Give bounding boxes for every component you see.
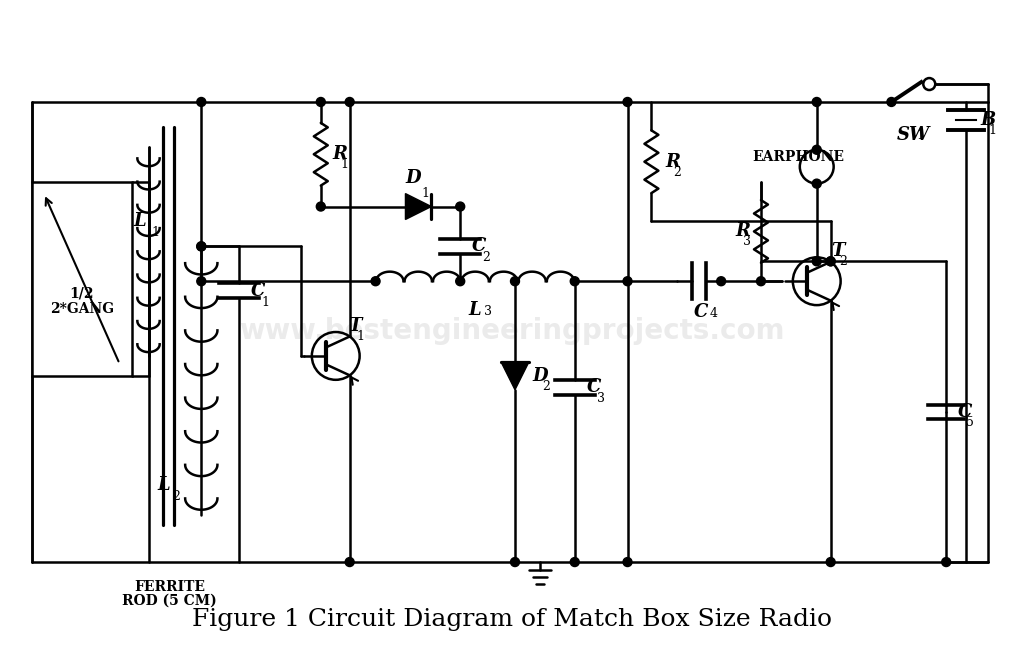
Circle shape [942, 558, 950, 566]
Circle shape [316, 97, 326, 107]
Circle shape [197, 242, 206, 251]
Text: 1: 1 [988, 124, 996, 137]
Circle shape [826, 257, 836, 266]
Polygon shape [501, 362, 529, 390]
Text: EARPHONE: EARPHONE [752, 150, 844, 164]
Text: D: D [532, 367, 549, 385]
Text: T: T [348, 317, 361, 335]
Circle shape [623, 558, 632, 566]
Circle shape [197, 242, 206, 251]
Text: C: C [251, 282, 265, 300]
Text: 2: 2 [674, 166, 681, 178]
Circle shape [511, 276, 519, 286]
Text: L: L [134, 213, 146, 230]
Circle shape [826, 558, 836, 566]
Circle shape [197, 97, 206, 107]
Text: ROD (5 CM): ROD (5 CM) [122, 594, 217, 608]
Bar [32, 182, 131, 376]
Text: 2: 2 [172, 491, 180, 503]
Text: 3: 3 [484, 305, 493, 318]
Text: 3: 3 [597, 392, 604, 405]
Circle shape [812, 257, 821, 266]
Text: 2: 2 [840, 256, 848, 268]
Text: SW: SW [896, 126, 930, 144]
Text: www.bestengineeringprojects.com: www.bestengineeringprojects.com [240, 317, 784, 345]
Circle shape [717, 276, 726, 286]
Text: 1/2
2*GANG: 1/2 2*GANG [50, 286, 114, 316]
Text: C: C [958, 403, 973, 421]
Text: T: T [830, 242, 844, 260]
Text: 1: 1 [356, 330, 365, 343]
Polygon shape [406, 194, 431, 219]
Text: B: B [980, 111, 995, 129]
Circle shape [623, 97, 632, 107]
Circle shape [570, 558, 580, 566]
Circle shape [345, 558, 354, 566]
Text: R: R [735, 222, 750, 240]
Circle shape [371, 276, 380, 286]
Text: 1: 1 [261, 296, 269, 309]
Text: 2: 2 [482, 252, 490, 264]
Text: 4: 4 [710, 307, 717, 320]
Text: 1: 1 [152, 226, 160, 240]
Circle shape [197, 276, 206, 286]
Text: D: D [406, 168, 421, 187]
Text: C: C [472, 238, 486, 256]
Circle shape [812, 146, 821, 154]
Text: R: R [333, 145, 348, 163]
Circle shape [812, 97, 821, 107]
Text: 1: 1 [341, 158, 349, 171]
Text: 5: 5 [966, 415, 974, 429]
Text: 1: 1 [422, 187, 429, 199]
Circle shape [316, 202, 326, 211]
Text: FERRITE: FERRITE [134, 580, 205, 594]
Circle shape [511, 558, 519, 566]
Circle shape [623, 276, 632, 286]
Text: 2: 2 [542, 380, 550, 393]
Text: C: C [587, 378, 601, 396]
Circle shape [570, 276, 580, 286]
Text: Figure 1 Circuit Diagram of Match Box Size Radio: Figure 1 Circuit Diagram of Match Box Si… [193, 609, 831, 631]
Circle shape [826, 257, 836, 266]
Circle shape [757, 276, 766, 286]
Text: L: L [157, 476, 170, 495]
Text: R: R [666, 153, 680, 170]
Circle shape [456, 276, 465, 286]
Circle shape [812, 179, 821, 188]
Text: L: L [469, 301, 481, 319]
Circle shape [456, 202, 465, 211]
Text: 3: 3 [743, 236, 751, 248]
Text: C: C [694, 303, 709, 321]
Text: 1: 1 [916, 129, 925, 142]
Circle shape [887, 97, 896, 107]
Circle shape [345, 97, 354, 107]
